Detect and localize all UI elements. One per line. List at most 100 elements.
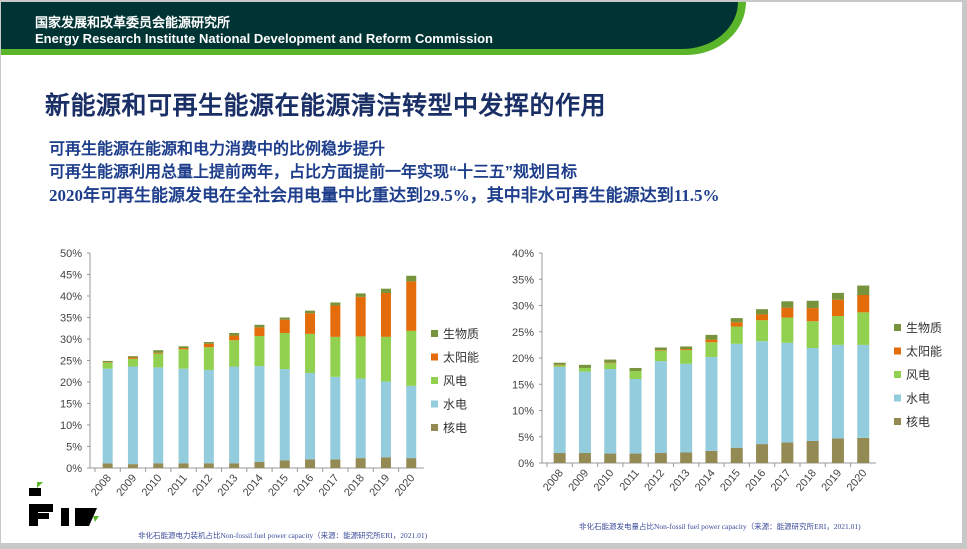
bar-水电-2014 bbox=[254, 366, 265, 462]
legend-label: 水电 bbox=[443, 398, 467, 412]
bar-风电-2018 bbox=[355, 336, 366, 379]
x-tick-label: 2009 bbox=[566, 467, 591, 493]
bar-太阳能-2008 bbox=[102, 362, 113, 363]
bar-风电-2013 bbox=[680, 350, 693, 364]
legend-swatch-核电 bbox=[894, 418, 901, 425]
y-tick-label: 5% bbox=[518, 432, 534, 444]
bar-风电-2015 bbox=[730, 326, 743, 344]
bar-核电-2013 bbox=[680, 452, 693, 463]
bar-水电-2012 bbox=[654, 361, 667, 454]
bar-生物质-2014 bbox=[254, 324, 265, 328]
bar-水电-2014 bbox=[705, 356, 718, 451]
bar-风电-2011 bbox=[178, 349, 189, 369]
bar-水电-2013 bbox=[229, 366, 240, 464]
bar-生物质-2017 bbox=[781, 301, 794, 308]
bar-核电-2012 bbox=[654, 453, 667, 463]
bar-风电-2020 bbox=[406, 330, 417, 386]
bar-核电-2010 bbox=[604, 453, 617, 463]
bar-风电-2013 bbox=[229, 340, 240, 367]
bar-太阳能-2008 bbox=[553, 364, 566, 366]
y-tick-label: 30% bbox=[60, 334, 82, 346]
bar-水电-2008 bbox=[102, 368, 113, 464]
bar-核电-2018 bbox=[806, 440, 819, 463]
bar-风电-2010 bbox=[604, 363, 617, 370]
bar-生物质-2016 bbox=[305, 310, 316, 314]
bar-生物质-2010 bbox=[604, 359, 617, 363]
bar-生物质-2013 bbox=[680, 346, 693, 350]
bar-核电-2009 bbox=[127, 464, 138, 468]
bar-太阳能-2014 bbox=[705, 339, 718, 343]
bar-生物质-2008 bbox=[553, 362, 566, 365]
bar-太阳能-2015 bbox=[730, 322, 743, 327]
bar-核电-2014 bbox=[254, 461, 265, 468]
bar-风电-2014 bbox=[705, 342, 718, 357]
bar-风电-2019 bbox=[380, 336, 391, 382]
x-tick-label: 2014 bbox=[693, 467, 718, 493]
legend-label: 风电 bbox=[443, 374, 467, 388]
bar-水电-2009 bbox=[127, 366, 138, 465]
right-chart-caption: 非化石能源发电量占比Non-fossil fuel power capacity… bbox=[579, 522, 861, 531]
capacity-share-chart: 0%5%10%15%20%25%30%35%40%45%50%2008 2009 2… bbox=[60, 248, 479, 499]
bar-水电-2019 bbox=[831, 344, 844, 439]
bar-太阳能-2013 bbox=[229, 335, 240, 341]
bar-核电-2020 bbox=[857, 437, 870, 463]
bar-风电-2011 bbox=[629, 371, 642, 379]
bar-水电-2010 bbox=[153, 367, 164, 464]
bar-生物质-2017 bbox=[330, 302, 341, 306]
bar-水电-2013 bbox=[680, 363, 693, 453]
bar-太阳能-2016 bbox=[305, 313, 316, 334]
bar-核电-2019 bbox=[831, 438, 844, 463]
bar-太阳能-2009 bbox=[127, 357, 138, 359]
bar-核电-2017 bbox=[330, 459, 341, 468]
legend-label: 生物质 bbox=[443, 327, 479, 341]
bar-风电-2020 bbox=[857, 312, 870, 345]
bar-风电-2016 bbox=[756, 320, 769, 342]
bar-核电-2013 bbox=[229, 463, 240, 468]
bar-生物质-2009 bbox=[578, 364, 591, 368]
bar-太阳能-2017 bbox=[330, 305, 341, 337]
bar-风电-2019 bbox=[831, 316, 844, 345]
bar-核电-2016 bbox=[756, 444, 769, 463]
legend-swatch-核电 bbox=[431, 424, 438, 431]
bar-生物质-2018 bbox=[355, 293, 366, 297]
bar-水电-2019 bbox=[380, 381, 391, 458]
bar-风电-2012 bbox=[203, 347, 214, 370]
bar-太阳能-2012 bbox=[654, 350, 667, 351]
y-tick-label: 50% bbox=[60, 248, 82, 260]
x-tick-label: 2019 bbox=[819, 467, 844, 493]
bar-太阳能-2018 bbox=[806, 308, 819, 322]
bar-风电-2009 bbox=[127, 358, 138, 367]
bar-水电-2011 bbox=[178, 368, 189, 464]
y-tick-label: 45% bbox=[60, 270, 82, 282]
bar-核电-2015 bbox=[730, 447, 743, 463]
bullet-1: 可再生能源在能源和电力消费中的比例稳步提升 bbox=[49, 141, 386, 158]
bar-风电-2008 bbox=[102, 362, 113, 369]
bar-水电-2009 bbox=[578, 371, 591, 454]
bar-核电-2011 bbox=[178, 463, 189, 468]
bar-太阳能-2013 bbox=[680, 349, 693, 351]
y-tick-label: 0% bbox=[66, 463, 82, 475]
bar-水电-2018 bbox=[355, 378, 366, 459]
x-tick-label: 2013 bbox=[668, 467, 693, 493]
y-tick-label: 40% bbox=[60, 291, 82, 303]
y-tick-label: 10% bbox=[512, 406, 534, 418]
y-tick-label: 20% bbox=[60, 377, 82, 389]
x-tick-label: 2018 bbox=[794, 467, 819, 493]
bar-风电-2010 bbox=[153, 353, 164, 368]
bar-生物质-2018 bbox=[806, 300, 819, 309]
bar-核电-2008 bbox=[102, 463, 113, 468]
bar-水电-2016 bbox=[305, 372, 316, 460]
bar-水电-2020 bbox=[406, 385, 417, 459]
y-tick-label: 15% bbox=[512, 379, 534, 391]
legend-swatch-太阳能 bbox=[894, 347, 901, 355]
bar-生物质-2012 bbox=[654, 347, 667, 351]
bar-水电-2008 bbox=[553, 366, 566, 454]
bar-核电-2019 bbox=[380, 457, 391, 468]
x-tick-label: 2020 bbox=[845, 467, 870, 493]
x-tick-label: 2010 bbox=[592, 467, 617, 493]
bar-风电-2015 bbox=[279, 332, 290, 370]
bar-水电-2015 bbox=[279, 369, 290, 461]
bar-核电-2020 bbox=[406, 458, 417, 468]
y-tick-label: 40% bbox=[512, 248, 534, 260]
bar-太阳能-2018 bbox=[355, 296, 366, 337]
